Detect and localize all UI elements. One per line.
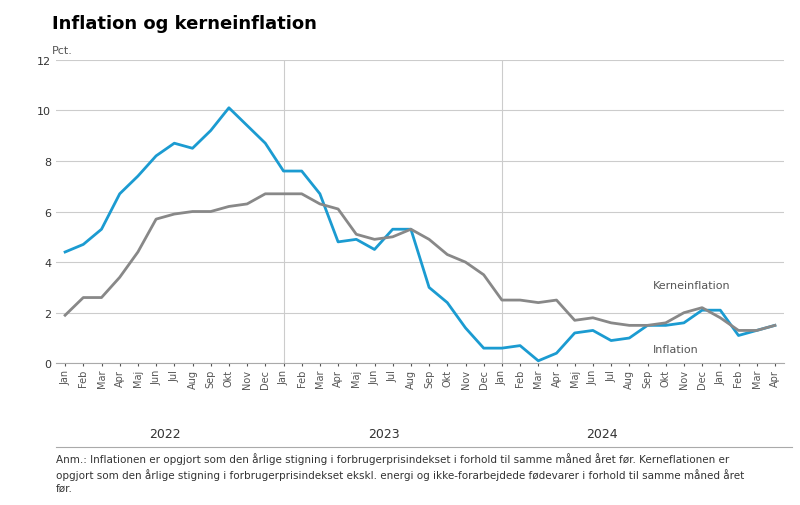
Text: Pct.: Pct. — [52, 45, 73, 56]
Text: 2023: 2023 — [368, 427, 399, 440]
Text: Inflation: Inflation — [653, 345, 698, 355]
Text: 2024: 2024 — [586, 427, 618, 440]
Text: Anm.: Inflationen er opgjort som den årlige stigning i forbrugerprisindekset i f: Anm.: Inflationen er opgjort som den årl… — [56, 452, 744, 493]
Text: Kerneinflation: Kerneinflation — [653, 280, 730, 290]
Text: 2022: 2022 — [150, 427, 181, 440]
Text: Inflation og kerneinflation: Inflation og kerneinflation — [52, 15, 317, 33]
